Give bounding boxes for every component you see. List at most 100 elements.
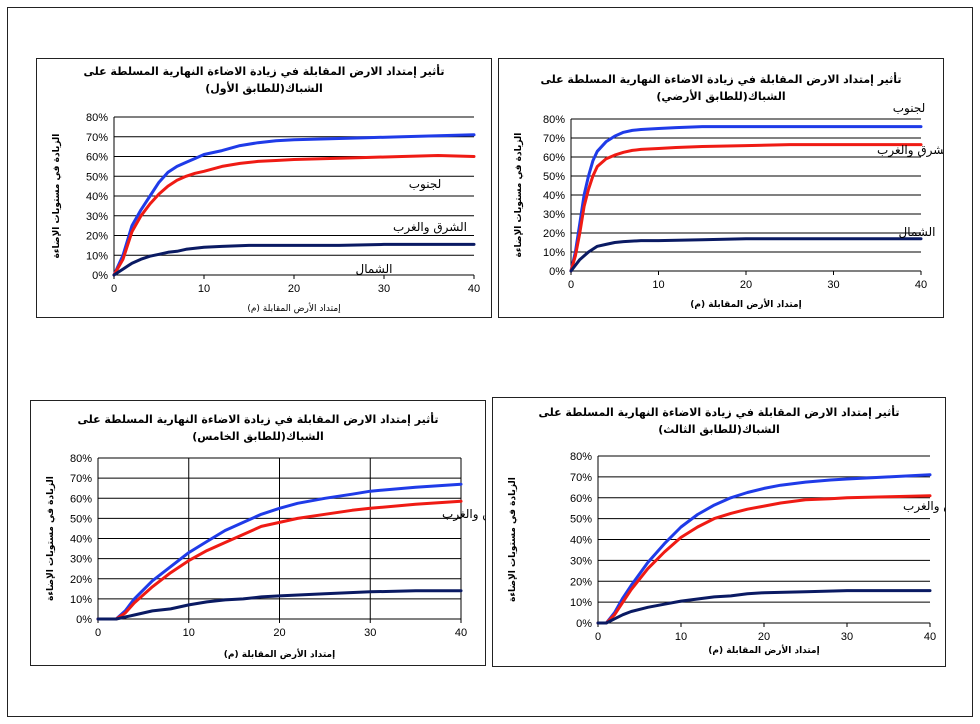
x-tick-label: 0: [95, 627, 101, 639]
y-axis-label: الزيادة في مستويات الإضاءة: [514, 133, 524, 258]
y-tick-label: 10%: [543, 247, 565, 259]
y-tick-label: 40%: [543, 190, 565, 202]
chart-title-line-2: الشباك(للطابق الخامس): [192, 430, 324, 443]
x-tick-label: 0: [111, 283, 117, 295]
chart-plot-svg: 0% 10% 20% 30% 40% 50% 60% 70% 80% 0 10 20 30 40 إمتدا…: [508, 451, 946, 656]
y-tick-label: 0%: [576, 618, 592, 630]
x-axis-label: إمتداد الأرض المقابلة (م): [690, 298, 801, 310]
x-tick-label: 10: [183, 627, 195, 639]
x-axis-label: إمتداد الأرض المقابلة (م): [708, 644, 819, 656]
x-tick-label: 30: [827, 279, 839, 291]
y-tick-label: 30%: [543, 209, 565, 221]
x-tick-label: 30: [378, 283, 390, 295]
y-tick-label: 30%: [570, 555, 592, 567]
x-tick-label: 40: [915, 279, 927, 291]
chart-fifth-floor: تأثير إمتداد الارض المقابلة في زيادة الا…: [30, 400, 486, 666]
series-label-eastwest: الشرق والغرب: [393, 220, 467, 235]
series-label-eastwest: الشرق والغرب: [903, 499, 946, 514]
x-tick-label: 40: [468, 283, 480, 295]
y-axis-label: الزيادة في مستويات الإضاءة: [52, 134, 62, 259]
y-tick-label: 30%: [86, 211, 108, 223]
x-tick-label: 20: [288, 283, 300, 295]
y-tick-label: 10%: [570, 597, 592, 609]
series-label-eastwest: الشرق والغرب: [442, 507, 486, 522]
chart-title-line-1: تأثير إمتداد الارض المقابلة في زيادة الا…: [538, 406, 900, 419]
y-tick-label: 60%: [570, 493, 592, 505]
y-tick-label: 40%: [570, 535, 592, 547]
chart-plot-svg: 0% 10% 20% 30% 40% 50% 60% 70% 80% 0 10 20 30 40 إمتدا…: [514, 101, 944, 310]
y-tick-label: 20%: [86, 231, 108, 243]
y-axis-label: الزيادة في مستويات الإضاءة: [46, 476, 56, 601]
x-tick-label: 20: [740, 279, 752, 291]
x-tick-label: 20: [273, 627, 285, 639]
y-tick-label: 80%: [70, 453, 92, 465]
y-tick-label: 0%: [92, 270, 108, 282]
series-line-north: [112, 242, 476, 277]
y-tick-label: 30%: [70, 554, 92, 566]
series-line-south: [596, 473, 932, 625]
x-tick-label: 0: [595, 631, 601, 643]
chart-plot-svg: 0% 10% 20% 30% 40% 50% 60% 70% 80% 0 10 20 30 40 إمتدا…: [52, 112, 480, 314]
chart-title-line-2: الشباك(للطابق الأرضي): [656, 90, 786, 103]
y-axis-label: الزيادة في مستويات الإضاءة: [508, 477, 518, 602]
y-tick-label: 20%: [570, 576, 592, 588]
chart-first-floor: تأثير إمتداد الارض المقابلة في زيادة الا…: [36, 58, 492, 318]
y-tick-label: 40%: [86, 191, 108, 203]
y-tick-label: 70%: [70, 473, 92, 485]
series-line-eastwest: [596, 494, 932, 625]
series-label-north: الشمال: [898, 225, 935, 239]
series-line-north: [596, 589, 932, 625]
chart-title-line-1: تأثير إمتداد الارض المقابلة في زيادة الا…: [77, 413, 439, 426]
chart-title-line-2: الشباك(للطابق الأول): [205, 82, 323, 95]
series-line-south: [112, 133, 476, 277]
y-tick-label: 70%: [86, 132, 108, 144]
chart-title-line-1: تأثير إمتداد الارض المقابلة في زيادة الا…: [540, 73, 902, 86]
y-tick-label: 80%: [86, 112, 108, 124]
y-tick-label: 20%: [70, 574, 92, 586]
series-label-eastwest: الشرق والغرب: [877, 143, 944, 158]
y-tick-label: 50%: [86, 171, 108, 183]
y-tick-label: 0%: [549, 266, 565, 278]
x-tick-label: 40: [924, 631, 936, 643]
y-tick-label: 50%: [570, 514, 592, 526]
y-tick-label: 50%: [543, 171, 565, 183]
x-tick-label: 30: [364, 627, 376, 639]
figure-frame: [7, 7, 973, 717]
x-tick-label: 30: [841, 631, 853, 643]
x-tick-label: 10: [652, 279, 664, 291]
y-tick-label: 60%: [86, 152, 108, 164]
x-tick-label: 10: [675, 631, 687, 643]
series-label-south: لجنوب: [409, 177, 442, 192]
chart-third-floor: تأثير إمتداد الارض المقابلة في زيادة الا…: [492, 397, 946, 667]
x-tick-label: 10: [198, 283, 210, 295]
chart-title-line-1: تأثير إمتداد الارض المقابلة في زيادة الا…: [83, 65, 445, 78]
y-tick-label: 50%: [70, 513, 92, 525]
y-tick-label: 80%: [543, 114, 565, 126]
y-tick-label: 0%: [76, 614, 92, 626]
series-line-south: [569, 125, 923, 273]
series-line-north: [96, 589, 463, 621]
series-label-south: لجنوب: [893, 101, 926, 116]
series-line-eastwest: [96, 499, 463, 621]
y-tick-label: 70%: [570, 472, 592, 484]
y-tick-label: 60%: [543, 152, 565, 164]
chart-plot-svg: 0% 10% 20% 30% 40% 50% 60% 70% 80% 0 10 20 30 40 إمتدا…: [46, 453, 486, 660]
x-axis-label: إمتداد الأرض المقابلة (م): [247, 302, 340, 314]
x-tick-label: 40: [455, 627, 467, 639]
series-line-eastwest: [112, 154, 476, 277]
y-tick-label: 40%: [70, 534, 92, 546]
x-tick-label: 20: [758, 631, 770, 643]
y-tick-label: 20%: [543, 228, 565, 240]
chart-ground-floor: تأثير إمتداد الارض المقابلة في زيادة الا…: [498, 58, 944, 318]
y-tick-label: 10%: [86, 250, 108, 262]
series-label-north: الشمال: [355, 262, 392, 276]
y-tick-label: 70%: [543, 133, 565, 145]
y-tick-label: 80%: [570, 451, 592, 463]
y-tick-label: 60%: [70, 493, 92, 505]
series-line-south: [96, 482, 463, 621]
x-axis-label: إمتداد الأرض المقابلة (م): [224, 648, 335, 660]
series-line-eastwest: [569, 143, 923, 273]
series-line-north: [569, 237, 923, 273]
y-tick-label: 10%: [70, 594, 92, 606]
x-tick-label: 0: [568, 279, 574, 291]
